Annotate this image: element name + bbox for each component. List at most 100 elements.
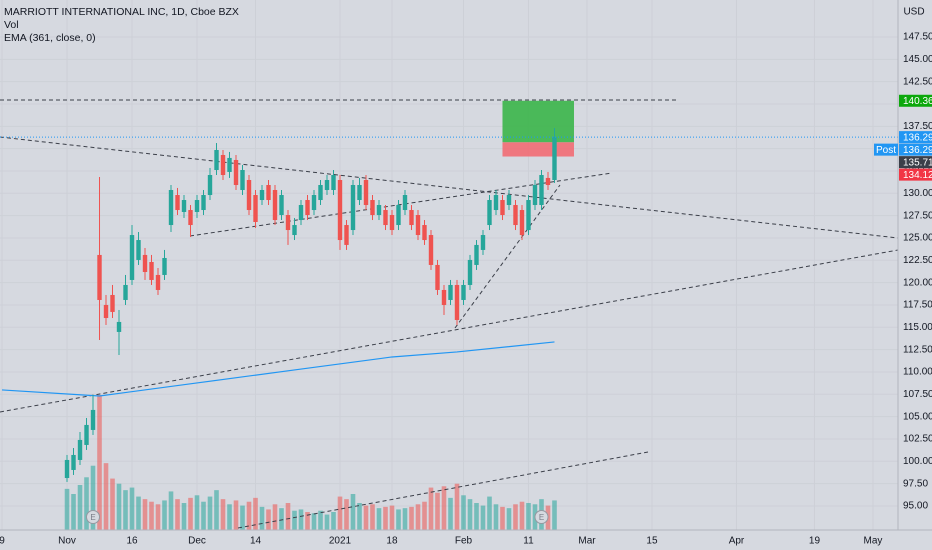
volume-bar — [149, 501, 154, 530]
candle-body — [311, 195, 317, 211]
x-tick-label: 15 — [646, 536, 658, 547]
candle-body — [357, 185, 362, 201]
candle-body — [227, 157, 232, 172]
volume-bar — [227, 504, 232, 530]
candle-body — [493, 195, 499, 211]
y-tick-label: 97.50 — [903, 478, 928, 489]
candle-body — [428, 235, 434, 265]
volume-bar — [279, 508, 284, 530]
candle-body — [305, 200, 310, 216]
candle-body — [155, 274, 161, 290]
candle-body — [396, 205, 401, 226]
candle-body — [71, 454, 76, 470]
volume-bar — [285, 503, 291, 530]
y-tick-label: 122.50 — [903, 255, 932, 266]
volume-bar — [64, 488, 70, 530]
candle-body — [383, 210, 388, 226]
price-label: 136.29 — [903, 145, 932, 156]
volume-bar — [240, 505, 245, 530]
currency: USD — [903, 7, 924, 18]
candle-body — [454, 284, 460, 320]
y-tick-label: 117.50 — [903, 300, 932, 311]
candle-body — [207, 174, 213, 196]
y-tick-label: 142.50 — [903, 76, 932, 87]
x-tick-label: 14 — [250, 536, 262, 547]
y-tick-label: 125.00 — [903, 233, 932, 244]
volume-bar — [168, 491, 174, 530]
volume-bar — [363, 505, 369, 530]
volume-bar — [318, 510, 323, 530]
volume-bar — [552, 500, 557, 530]
loss-zone — [502, 142, 574, 157]
price-label-box — [899, 156, 932, 169]
x-tick-label: 16 — [126, 536, 138, 547]
volume-bar — [214, 490, 219, 530]
volume-bar — [513, 504, 518, 530]
candle-body — [201, 195, 206, 211]
candle-body — [194, 200, 200, 212]
volume-bar — [305, 512, 310, 530]
candle-body — [422, 225, 427, 241]
volume-bar — [344, 499, 349, 530]
ema-label: EMA (361, close, 0) — [4, 32, 96, 44]
candle-body — [506, 195, 512, 206]
x-tick-label: 2021 — [329, 536, 352, 547]
trend-line — [0, 136, 899, 239]
volume-bar — [84, 477, 89, 530]
volume-bar — [311, 513, 317, 530]
candle-body — [324, 180, 330, 191]
volume-bar — [519, 501, 525, 530]
candle-body — [240, 169, 245, 191]
volume-bar — [142, 499, 148, 530]
volume-bar — [474, 503, 479, 530]
profit-zone — [502, 100, 574, 143]
candle-body — [220, 154, 226, 175]
volume-bar — [162, 500, 167, 530]
candle-body — [513, 205, 518, 226]
candle-body — [162, 257, 167, 275]
volume-bar — [194, 495, 200, 530]
earnings-marker — [534, 510, 549, 524]
volume-bar — [435, 492, 440, 530]
candle-body — [552, 137, 557, 181]
volume-bar — [493, 504, 499, 530]
volume-bar — [409, 506, 414, 530]
volume-bar — [324, 514, 330, 530]
volume-bar — [500, 506, 505, 530]
volume-bar — [383, 506, 388, 530]
candle-body — [129, 235, 135, 280]
x-tick-label: Nov — [58, 536, 76, 547]
earnings-marker — [86, 510, 101, 524]
candle-body — [376, 205, 382, 216]
volume-bar — [181, 503, 187, 530]
candle-body — [370, 200, 375, 216]
axes: 95.00 97.50 100.00 102.50 105.00 107.50 110.00… — [0, 32, 932, 547]
candle-body — [500, 200, 505, 216]
trend-line — [454, 184, 561, 329]
y-tick-label: 120.00 — [903, 277, 932, 288]
volume-bar — [123, 490, 128, 530]
volume-bar — [526, 503, 531, 530]
volume-bar — [376, 508, 382, 530]
candle-body — [292, 225, 297, 236]
x-tick-label: Feb — [455, 536, 473, 547]
candle-body — [181, 200, 187, 212]
candle-body — [435, 264, 440, 290]
candle-body — [487, 200, 492, 226]
volume-bar — [110, 478, 115, 530]
candle-body — [266, 185, 271, 201]
price-label-box — [899, 94, 932, 107]
price-label-box — [899, 143, 932, 156]
price-label-box — [899, 131, 932, 144]
candle-body — [253, 195, 258, 222]
candle-body — [474, 244, 479, 265]
price-label: 140.36 — [903, 96, 932, 107]
candle-body — [402, 195, 408, 211]
candle-body — [175, 195, 180, 211]
volume-bar — [246, 501, 252, 530]
candle-body — [441, 289, 447, 305]
volume-bar — [506, 508, 512, 530]
